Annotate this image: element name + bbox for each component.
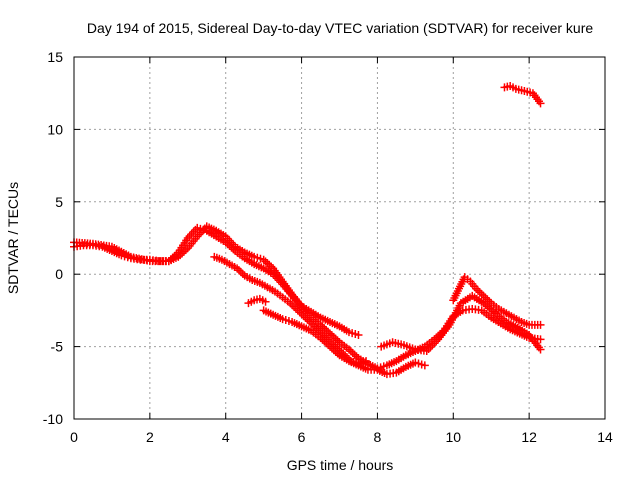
data-point-interp [333, 336, 342, 345]
x-tick-label: 6 [298, 429, 306, 445]
data-point [472, 284, 481, 293]
data-point [301, 313, 310, 322]
data-point-interp [297, 310, 306, 319]
y-tick-label: 10 [47, 121, 63, 137]
series-track-c [210, 252, 371, 368]
data-point-interp [318, 335, 327, 344]
x-tick-label: 10 [445, 429, 461, 445]
data-point-interp [350, 350, 359, 359]
data-point [536, 345, 545, 354]
y-tick-label: -10 [43, 411, 63, 427]
data-point-interp [324, 327, 333, 336]
data-point-interp [477, 290, 486, 299]
data-point [354, 331, 363, 340]
data-point [261, 297, 270, 306]
data-point-interp [329, 346, 338, 355]
x-tick-label: 8 [374, 429, 382, 445]
data-point-interp [331, 347, 340, 356]
data-point [344, 345, 353, 354]
data-point-interp [261, 257, 270, 266]
y-tick-label: 15 [47, 49, 63, 65]
data-point-interp [324, 340, 333, 349]
y-axis-title: SDTVAR / TECUs [5, 182, 21, 294]
data-point-interp [331, 334, 340, 343]
data-point [174, 252, 183, 261]
y-tick-labels: -10 -5 0 5 10 15 [43, 49, 63, 427]
data-point [420, 361, 429, 370]
data-point [233, 264, 242, 273]
data-point-interp [483, 295, 492, 304]
data-point-interp [299, 311, 308, 320]
x-tick-labels: 0 2 4 6 8 10 12 14 [70, 429, 613, 445]
data-point-interp [333, 349, 342, 358]
x-tick-label: 14 [597, 429, 613, 445]
data-point [536, 99, 545, 108]
chart-title: Day 194 of 2015, Sidereal Day-to-day VTE… [87, 20, 593, 36]
plot-frame [73, 56, 606, 420]
data-point [259, 255, 268, 264]
data-point [316, 320, 325, 329]
series-track-b [70, 222, 363, 340]
data-point-interp [179, 247, 188, 256]
series-track-g [449, 273, 545, 329]
x-axis-title: GPS time / hours [287, 457, 394, 473]
data-point-interp [327, 344, 336, 353]
data-point-interp [485, 297, 494, 306]
data-point-interp [307, 319, 316, 328]
data-point-interp [318, 322, 327, 331]
data-point [316, 333, 325, 342]
series-track-e [259, 306, 429, 379]
data-point-interp [327, 331, 336, 340]
data-point-interp [310, 322, 319, 331]
data-point [293, 306, 302, 315]
data-point [326, 342, 335, 351]
data-point-interp [320, 337, 329, 346]
data-point [479, 291, 488, 300]
data-point-interp [176, 251, 185, 260]
tick-marks [73, 56, 606, 420]
data-point-interp [236, 268, 245, 277]
data-point [286, 299, 295, 308]
data-point-interp [238, 269, 247, 278]
data-point-interp [295, 308, 304, 317]
y-tick-label: 5 [55, 194, 63, 210]
data-point-interp [288, 300, 297, 309]
x-tick-label: 4 [222, 429, 230, 445]
data-point-interp [481, 293, 490, 302]
data-point-interp [329, 333, 338, 342]
y-tick-label: 0 [55, 266, 63, 282]
data-point-interp [346, 347, 355, 356]
data-point-interp [267, 262, 276, 271]
y-tick-label: -5 [51, 339, 64, 355]
data-point [362, 357, 371, 366]
data-point-interp [322, 326, 331, 335]
data-point [536, 320, 545, 329]
data-point-interp [181, 245, 190, 254]
data-point-interp [348, 348, 357, 357]
data-point-interp [305, 317, 314, 326]
data-point-interp [178, 249, 187, 258]
data-point-interp [234, 266, 243, 275]
data-point-interp [322, 339, 331, 348]
x-tick-label: 12 [521, 429, 537, 445]
data-point-interp [291, 304, 300, 313]
x-tick-label: 2 [146, 429, 154, 445]
data-point [308, 320, 317, 329]
data-point-interp [289, 302, 298, 311]
grid-lines [74, 57, 605, 419]
data-point-interp [263, 259, 272, 268]
data-point [536, 335, 545, 344]
series-track-f [377, 291, 545, 355]
data-point-interp [473, 286, 482, 295]
series-track-h [500, 81, 545, 108]
data-point [326, 329, 335, 338]
data-point-interp [265, 260, 274, 269]
data-point-interp [320, 324, 329, 333]
x-tick-label: 0 [70, 429, 78, 445]
series-track-d [244, 294, 270, 308]
data-points [70, 81, 545, 379]
data-point-interp [303, 315, 312, 324]
data-point-interp [475, 288, 484, 297]
